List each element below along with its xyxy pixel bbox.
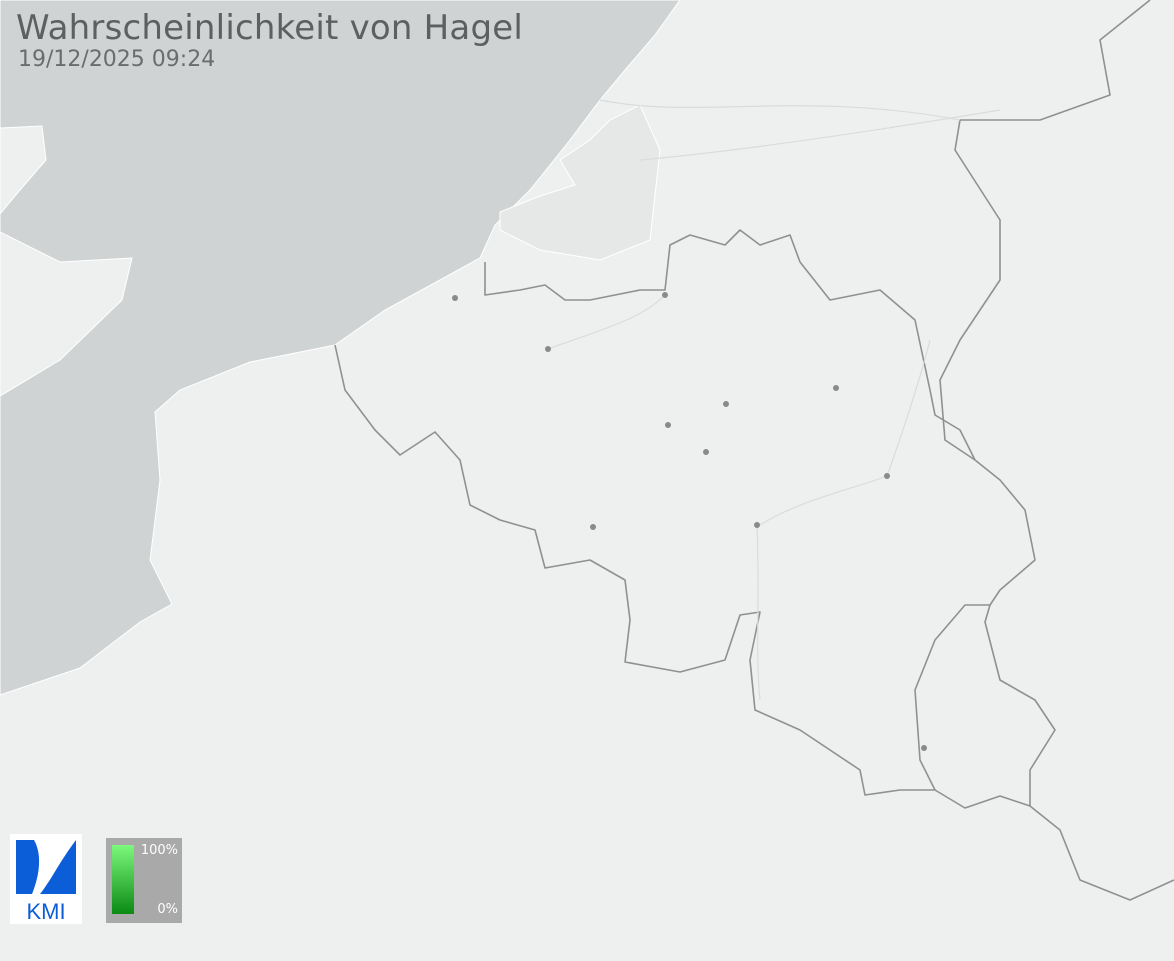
city-marker — [452, 295, 458, 301]
england-land — [0, 231, 133, 397]
city-marker — [590, 524, 596, 530]
sea — [0, 0, 681, 696]
city-marker — [662, 292, 668, 298]
city-marker — [723, 401, 729, 407]
city-marker — [921, 745, 927, 751]
kmi-logo-icon: KMI — [16, 840, 76, 924]
page-title: Wahrscheinlichkeit von Hagel — [16, 8, 524, 48]
timestamp: 19/12/2025 09:24 — [18, 47, 216, 72]
city-marker — [545, 346, 551, 352]
probability-legend: 100% 0% — [106, 838, 182, 923]
kmi-logo: KMI — [10, 834, 82, 924]
legend-min-label: 0% — [157, 902, 178, 917]
city-marker — [703, 449, 709, 455]
city-marker — [665, 422, 671, 428]
city-marker — [884, 473, 890, 479]
belgium-border — [334, 229, 1036, 796]
svg-text:KMI: KMI — [26, 899, 65, 924]
city-marker — [833, 385, 839, 391]
city-marker — [754, 522, 760, 528]
legend-max-label: 100% — [140, 843, 178, 858]
netherlands-germany-border — [939, 0, 1151, 461]
luxembourg-border — [934, 604, 1056, 809]
germany-france-border — [1029, 805, 1174, 901]
legend-gradient-bar — [112, 845, 134, 914]
england-land-north — [0, 125, 47, 215]
